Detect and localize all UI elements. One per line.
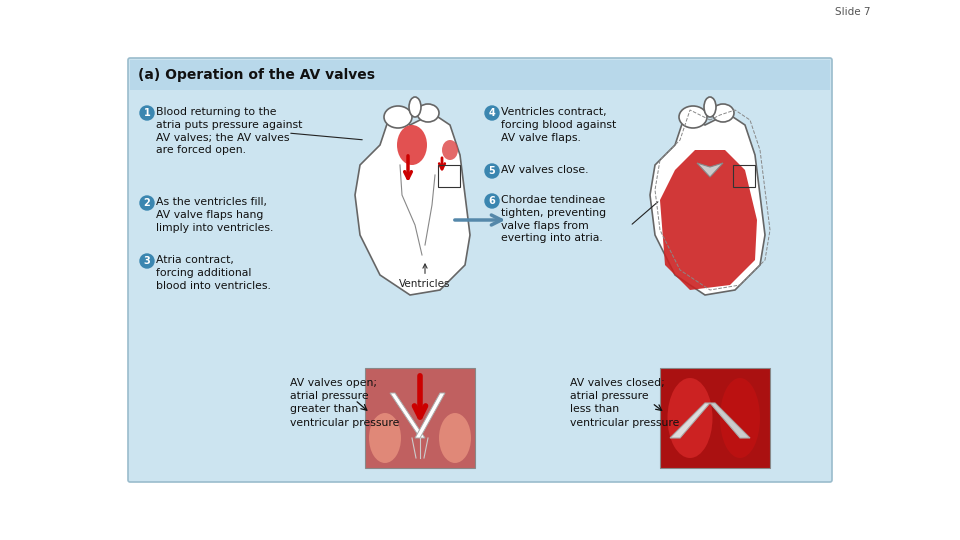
Ellipse shape	[417, 104, 439, 122]
Ellipse shape	[712, 104, 734, 122]
Text: As the ventricles fill,
AV valve flaps hang
limply into ventricles.: As the ventricles fill, AV valve flaps h…	[156, 197, 274, 233]
Ellipse shape	[384, 106, 412, 128]
Text: (a) Operation of the AV valves: (a) Operation of the AV valves	[138, 68, 375, 82]
Text: AV valves close.: AV valves close.	[501, 165, 588, 175]
Text: Ventricles: Ventricles	[399, 264, 451, 289]
Ellipse shape	[667, 378, 712, 458]
Text: Atria contract,
forcing additional
blood into ventricles.: Atria contract, forcing additional blood…	[156, 255, 271, 291]
Polygon shape	[670, 403, 710, 438]
Ellipse shape	[369, 413, 401, 463]
Text: 5: 5	[489, 166, 495, 176]
Ellipse shape	[439, 413, 471, 463]
Circle shape	[485, 164, 499, 178]
Circle shape	[140, 254, 154, 268]
Text: Ventricles contract,
forcing blood against
AV valve flaps.: Ventricles contract, forcing blood again…	[501, 107, 616, 143]
Ellipse shape	[442, 140, 458, 160]
Polygon shape	[650, 115, 765, 295]
Polygon shape	[355, 115, 470, 295]
Text: AV valves open;
atrial pressure
greater than
ventricular pressure: AV valves open; atrial pressure greater …	[290, 378, 399, 428]
Ellipse shape	[704, 97, 716, 117]
FancyBboxPatch shape	[365, 368, 475, 468]
FancyBboxPatch shape	[128, 58, 832, 482]
Polygon shape	[415, 393, 445, 438]
Ellipse shape	[679, 106, 707, 128]
Text: AV valves closed;
atrial pressure
less than
ventricular pressure: AV valves closed; atrial pressure less t…	[570, 378, 680, 428]
Circle shape	[140, 106, 154, 120]
FancyBboxPatch shape	[660, 368, 770, 468]
Ellipse shape	[720, 378, 760, 458]
Polygon shape	[697, 163, 723, 177]
Text: 1: 1	[144, 108, 151, 118]
Polygon shape	[390, 393, 425, 438]
Circle shape	[485, 194, 499, 208]
Text: Blood returning to the
atria puts pressure against
AV valves; the AV valves
are : Blood returning to the atria puts pressu…	[156, 107, 302, 156]
Polygon shape	[660, 150, 757, 290]
Text: 4: 4	[489, 108, 495, 118]
Text: 6: 6	[489, 196, 495, 206]
Polygon shape	[710, 403, 750, 438]
Text: 2: 2	[144, 198, 151, 208]
Ellipse shape	[409, 97, 421, 117]
Circle shape	[140, 196, 154, 210]
Text: Slide 7: Slide 7	[835, 7, 871, 17]
FancyBboxPatch shape	[130, 60, 830, 90]
Circle shape	[485, 106, 499, 120]
Text: Chordae tendineae
tighten, preventing
valve flaps from
everting into atria.: Chordae tendineae tighten, preventing va…	[501, 195, 606, 244]
Ellipse shape	[397, 125, 427, 165]
Text: 3: 3	[144, 256, 151, 266]
